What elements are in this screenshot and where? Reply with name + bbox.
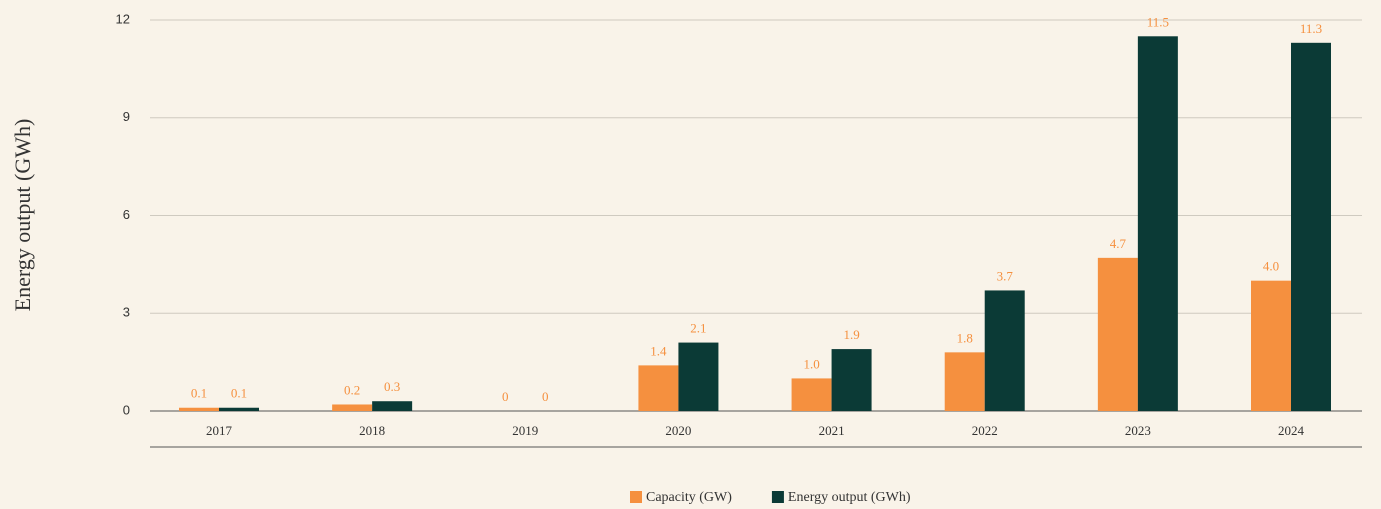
legend-swatch (771, 491, 784, 503)
value-label: 3.7 (997, 268, 1014, 283)
bar (1291, 42, 1331, 411)
bar (219, 407, 259, 411)
value-label: 2.1 (690, 321, 706, 336)
x-tick-label: 2020 (665, 423, 691, 438)
value-label: 0.1 (231, 386, 247, 401)
y-tick-label: 9 (123, 109, 130, 124)
bar (1137, 36, 1178, 412)
x-tick-label: 2022 (972, 423, 998, 438)
y-tick-label: 3 (123, 305, 130, 320)
bar (1097, 257, 1138, 411)
x-tick-label: 2019 (512, 423, 538, 438)
bar (678, 342, 719, 411)
bar (944, 352, 985, 411)
bar (831, 349, 872, 411)
value-label: 1.0 (803, 356, 819, 371)
x-tick-label: 2017 (206, 423, 233, 438)
value-label: 0.1 (191, 386, 207, 401)
bar (372, 401, 413, 411)
value-label: 0 (502, 389, 509, 404)
bar (1251, 280, 1291, 411)
value-label: 1.9 (843, 327, 859, 342)
y-axis-label: Energy output (GWh) (10, 119, 35, 312)
value-label: 1.4 (650, 343, 667, 358)
bar (179, 407, 219, 411)
x-tick-label: 2024 (1278, 423, 1305, 438)
value-label: 11.5 (1147, 14, 1169, 29)
y-tick-label: 12 (116, 11, 130, 26)
legend-label: Capacity (GW) (646, 490, 732, 505)
y-tick-label: 6 (123, 207, 130, 222)
value-label: 4.0 (1263, 259, 1279, 274)
value-label: 0 (542, 389, 549, 404)
x-tick-label: 2018 (359, 423, 385, 438)
value-label: 1.8 (957, 330, 973, 345)
x-tick-label: 2021 (819, 423, 845, 438)
legend-label: Energy output (GWh) (788, 490, 911, 505)
bar (332, 404, 373, 411)
value-label: 4.7 (1110, 236, 1127, 251)
value-label: 0.2 (344, 382, 360, 397)
y-tick-label: 0 (123, 402, 130, 417)
bar (984, 290, 1025, 411)
value-label: 0.3 (384, 379, 400, 394)
value-label: 11.3 (1300, 21, 1322, 36)
bar (791, 378, 832, 411)
bar (638, 365, 679, 411)
x-tick-label: 2023 (1125, 423, 1151, 438)
legend-swatch (630, 491, 642, 503)
